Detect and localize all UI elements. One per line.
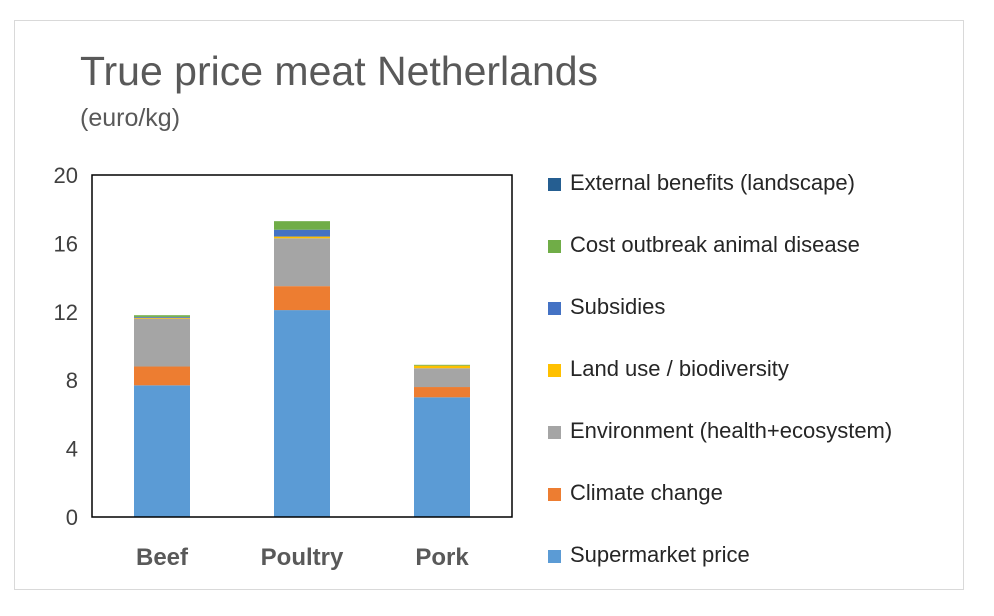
y-tick-label: 16 — [54, 231, 78, 256]
legend-swatch — [548, 426, 561, 439]
legend-item: External benefits (landscape) — [548, 170, 855, 195]
x-category-label: Beef — [136, 544, 189, 571]
legend-item: Climate change — [548, 480, 723, 505]
legend-label: Subsidies — [570, 294, 665, 319]
legend-label: Cost outbreak animal disease — [570, 232, 860, 257]
y-tick-label: 4 — [66, 437, 78, 462]
legend-swatch — [548, 550, 561, 563]
legend-label: External benefits (landscape) — [570, 170, 855, 195]
legend: External benefits (landscape) Cost outbre… — [548, 170, 892, 567]
legend-label: Land use / biodiversity — [570, 356, 789, 381]
bar-segment — [414, 387, 470, 398]
y-tick-label: 20 — [54, 163, 78, 188]
legend-item: Supermarket price — [548, 542, 750, 567]
legend-swatch — [548, 488, 561, 501]
legend-item: Cost outbreak animal disease — [548, 232, 860, 257]
legend-item: Land use / biodiversity — [548, 356, 789, 381]
plot-border — [91, 174, 513, 518]
y-tick-label: 0 — [66, 505, 78, 530]
legend-label: Climate change — [570, 480, 723, 505]
legend-swatch — [548, 240, 561, 253]
bar-segment — [274, 229, 330, 237]
bar-segment — [274, 236, 330, 239]
plot-area: 0 4 8 12 16 20 Beef Poultry Pork — [54, 163, 513, 571]
legend-swatch — [548, 178, 561, 191]
legend-label: Supermarket price — [570, 542, 750, 567]
bar-segment — [414, 364, 470, 366]
y-tick-label: 8 — [66, 368, 78, 393]
bar-segment — [274, 310, 330, 517]
legend-swatch — [548, 364, 561, 377]
bar-segment — [414, 397, 470, 517]
bar-segment — [134, 318, 190, 367]
legend-item: Environment (health+ecosystem) — [548, 418, 892, 443]
legend-swatch — [548, 302, 561, 315]
bar-segment — [274, 286, 330, 311]
bar-segment — [134, 366, 190, 386]
bar-segment — [134, 315, 190, 317]
bar-segment — [274, 238, 330, 287]
bar-segment — [134, 385, 190, 517]
chart-subtitle: (euro/kg) — [80, 104, 181, 132]
x-category-label: Pork — [415, 544, 469, 571]
bar-segment — [414, 365, 470, 369]
x-category-label: Poultry — [261, 544, 344, 571]
legend-item: Subsidies — [548, 294, 665, 319]
chart-title: True price meat Netherlands — [80, 48, 599, 94]
bar-segment — [274, 221, 330, 230]
y-tick-label: 12 — [54, 300, 78, 325]
bar-segment — [134, 317, 190, 319]
bar-segment — [134, 316, 190, 318]
bar-segment — [414, 368, 470, 388]
legend-label: Environment (health+ecosystem) — [570, 418, 892, 443]
